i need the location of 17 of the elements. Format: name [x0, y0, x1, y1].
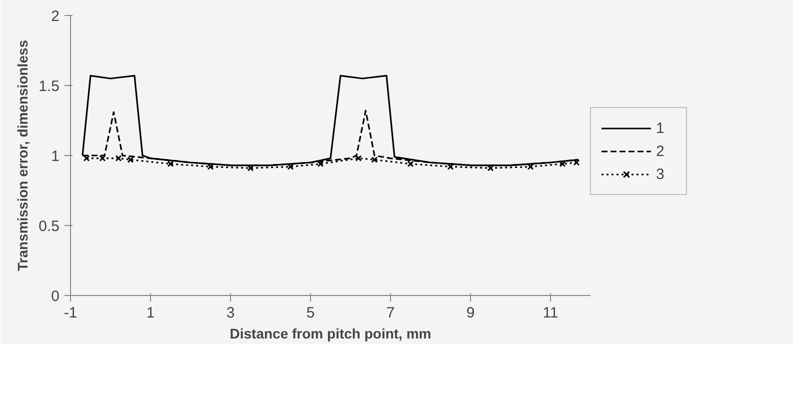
y-tick-label: 1.5: [38, 78, 60, 95]
y-tick-label: 0.5: [38, 218, 60, 235]
x-tick-label: 3: [226, 304, 235, 322]
x-axis-title: Distance from pitch point, mm: [230, 326, 432, 342]
x-tick-label: 11: [542, 304, 558, 322]
y-axis-title: Transmission error, dimensionless: [14, 40, 31, 272]
x-tick-label: -1: [64, 304, 78, 322]
x-tick-label: 1: [146, 304, 155, 322]
legend-label: 1: [656, 120, 666, 136]
legend-label: 3: [656, 166, 666, 182]
x-tick-label: 9: [466, 304, 475, 322]
y-tick-label: 1: [51, 148, 60, 165]
x-tick-label: 5: [306, 304, 315, 322]
y-tick-label: 0: [51, 288, 60, 305]
legend-label: 2: [656, 142, 666, 160]
y-tick-label: 2: [51, 8, 60, 25]
x-tick-label: 7: [386, 304, 395, 322]
